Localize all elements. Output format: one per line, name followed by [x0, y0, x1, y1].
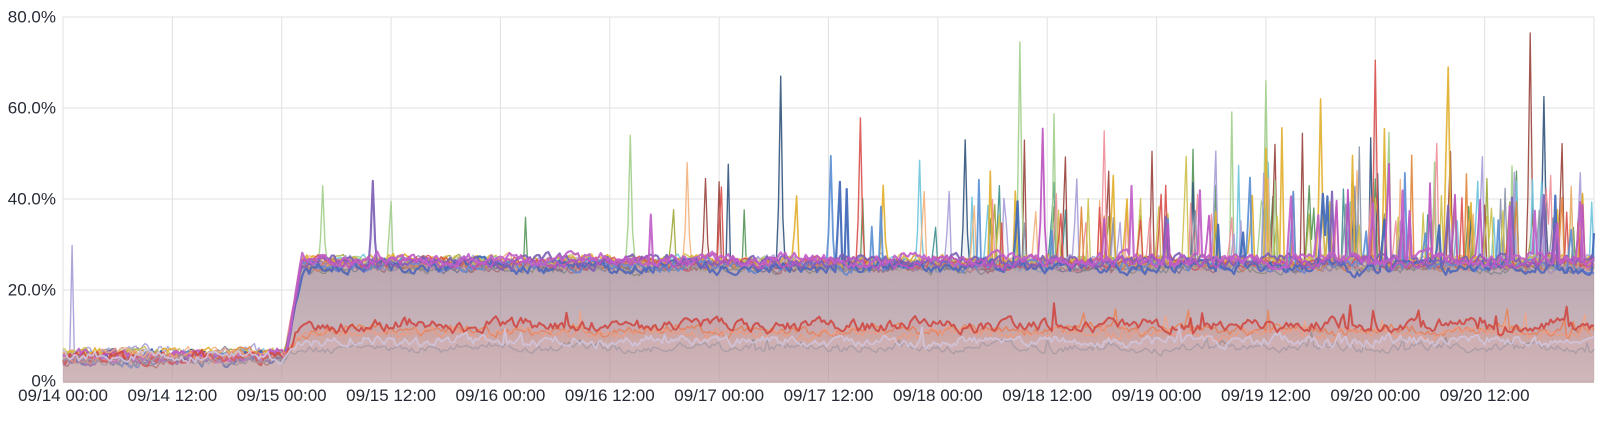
- series-redline-line: [62, 302, 1595, 368]
- series-lavender-line: [62, 325, 1595, 365]
- series-lavender-area: [63, 326, 1594, 383]
- series-magenta-line: [62, 184, 1595, 364]
